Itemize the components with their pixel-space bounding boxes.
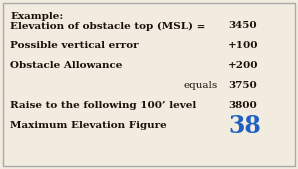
Text: Maximum Elevation Figure: Maximum Elevation Figure [10, 122, 167, 130]
Text: +200: +200 [228, 62, 258, 70]
Text: Elevation of obstacle top (MSL) =: Elevation of obstacle top (MSL) = [10, 21, 205, 31]
Text: Obstacle Allowance: Obstacle Allowance [10, 62, 122, 70]
Text: 3750: 3750 [228, 81, 257, 91]
Text: +100: +100 [228, 42, 258, 51]
Text: Possible vertical error: Possible vertical error [10, 42, 139, 51]
Text: Example:: Example: [10, 12, 63, 21]
Text: equals: equals [184, 81, 218, 91]
Text: Raise to the following 100’ level: Raise to the following 100’ level [10, 102, 196, 111]
Text: 3450: 3450 [228, 21, 257, 30]
Text: 38: 38 [228, 114, 261, 138]
Text: 3800: 3800 [228, 102, 257, 111]
